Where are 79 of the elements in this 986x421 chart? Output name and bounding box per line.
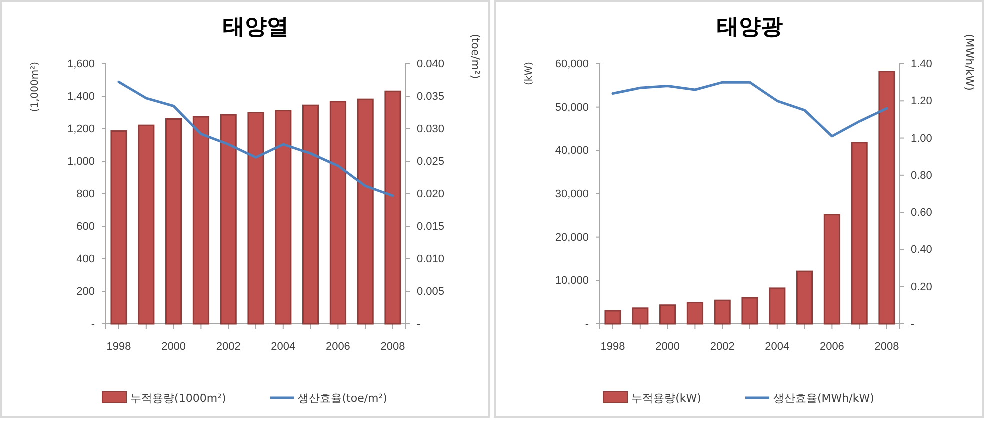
y-tick-label: 50,000 — [555, 102, 589, 114]
y2-tick-label: 0.040 — [417, 58, 445, 71]
y2-tick-label: 0.035 — [417, 91, 445, 104]
x-tick-label: 2008 — [874, 341, 900, 353]
y-tick-label: 800 — [76, 188, 95, 201]
y-tick-label: - — [585, 318, 590, 331]
y2-tick-label: 0.020 — [417, 188, 445, 201]
x-tick-label: 2004 — [271, 341, 296, 353]
y2-tick-label: 0.025 — [417, 156, 445, 168]
y2-tick-label: 0.015 — [417, 221, 445, 234]
y-tick-label: 1,400 — [67, 91, 95, 104]
y-tick-label: - — [91, 318, 96, 331]
bar — [604, 310, 622, 325]
y-tick-label: 1,600 — [67, 58, 95, 71]
x-tick-label: 1998 — [106, 341, 132, 353]
y-tick-label: 600 — [76, 221, 95, 234]
bar — [851, 142, 868, 325]
bar — [110, 130, 128, 325]
legend-label: 누적용량(1000m²) — [130, 392, 226, 405]
bar — [632, 308, 649, 325]
y2-tick-label: 0.20 — [911, 281, 932, 294]
chart-title: 태양광 — [717, 15, 783, 40]
y2-tick-label: 1.40 — [911, 58, 932, 71]
bar — [330, 101, 346, 325]
y2-tick-label: 0.80 — [911, 170, 932, 182]
y2-tick-label: 0.010 — [417, 254, 445, 266]
y-tick-label: 40,000 — [555, 145, 589, 158]
bar — [714, 300, 731, 325]
bar — [824, 214, 840, 325]
y-tick-label: 60,000 — [555, 58, 589, 71]
y2-tick-label: - — [417, 318, 421, 331]
y2-tick-label: 1.20 — [911, 96, 932, 108]
y-tick-label: 1,200 — [67, 124, 95, 136]
line-series — [612, 81, 888, 138]
y2-tick-label: 0.030 — [417, 124, 445, 136]
y2-tick-label: - — [911, 318, 915, 331]
x-tick-label: 1998 — [600, 341, 626, 353]
x-tick-label: 2008 — [380, 341, 406, 353]
y2-axis-title: (MWh/kW) — [963, 34, 976, 91]
x-tick-label: 2002 — [216, 341, 241, 353]
bar — [796, 270, 814, 325]
bar — [769, 288, 786, 325]
y-tick-label: 20,000 — [555, 232, 589, 244]
y-axis-title: (1,000m²) — [30, 62, 41, 112]
x-tick-label: 2004 — [765, 341, 790, 353]
bar — [742, 297, 758, 325]
y2-tick-label: 1.00 — [911, 132, 932, 145]
bar — [660, 304, 676, 325]
y2-tick-label: 0.005 — [417, 286, 445, 298]
x-tick-label: 2006 — [326, 341, 350, 353]
y-axis-title: (kW) — [524, 62, 535, 86]
y-tick-label: 200 — [76, 286, 95, 298]
bar — [166, 118, 182, 325]
bar — [248, 112, 264, 325]
legend-label: 누적용량(kW) — [632, 392, 702, 405]
y-tick-label: 400 — [76, 254, 95, 266]
bar — [192, 116, 210, 325]
bar — [686, 302, 704, 325]
bar — [384, 90, 402, 325]
bar — [302, 104, 320, 325]
y-tick-label: 30,000 — [555, 188, 589, 201]
bar — [220, 114, 237, 325]
legend-label: 생산효율(MWh/kW) — [773, 392, 874, 405]
legend-label: 생산효율(toe/m²) — [298, 392, 388, 405]
x-tick-label: 2000 — [656, 341, 680, 353]
x-tick-label: 2006 — [820, 341, 844, 353]
x-tick-label: 2000 — [162, 341, 186, 353]
bar — [275, 110, 292, 325]
bar — [138, 124, 155, 325]
y2-tick-label: 0.40 — [911, 244, 932, 256]
y2-tick-label: 0.60 — [911, 207, 932, 220]
bar — [878, 71, 896, 325]
bar — [357, 98, 374, 325]
chart-title: 태양열 — [223, 15, 289, 40]
line-series — [118, 80, 394, 198]
y2-axis-title: (toe/m²) — [469, 34, 482, 80]
y-tick-label: 1,000 — [67, 156, 95, 168]
y-tick-label: 10,000 — [555, 275, 589, 288]
x-tick-label: 2002 — [710, 341, 735, 353]
